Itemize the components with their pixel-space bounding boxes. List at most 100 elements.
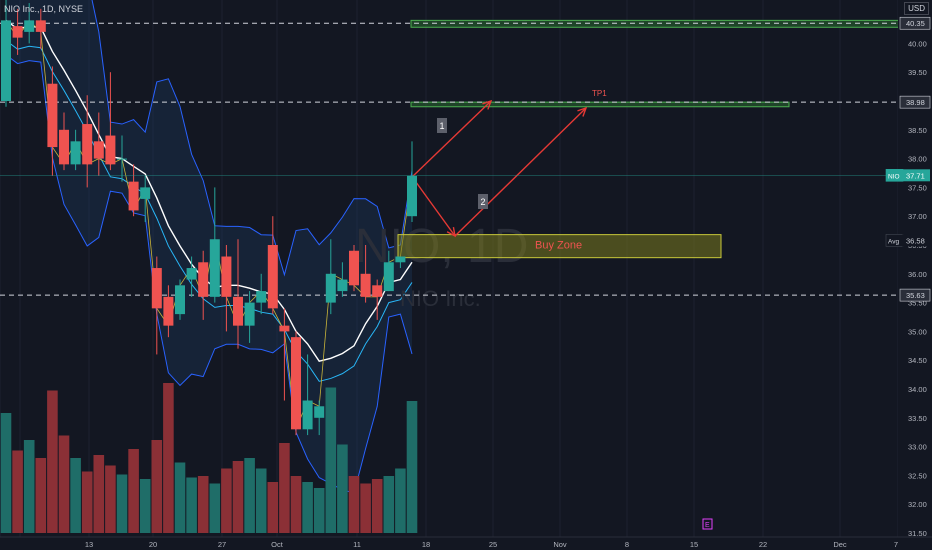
candle-body <box>198 262 209 297</box>
price-tick-label: 32.50 <box>908 471 927 480</box>
time-tick-label: 15 <box>690 540 698 549</box>
candle-body <box>360 273 371 297</box>
volume-bar <box>12 450 23 533</box>
volume-bar <box>232 461 244 533</box>
candle-body <box>163 296 174 326</box>
time-tick-label: 11 <box>353 540 361 549</box>
candle-body <box>105 135 116 165</box>
wave-label-2: 2 <box>481 197 486 207</box>
earnings-marker-label: E <box>705 522 710 529</box>
price-axis-panel <box>898 0 932 550</box>
wave-arrow <box>412 177 456 237</box>
price-tick-label: 33.00 <box>908 443 927 452</box>
volume-bar <box>325 387 337 533</box>
price-tick-label: 38.50 <box>908 126 927 135</box>
earnings-marker-box <box>702 518 713 530</box>
time-tick-label: 22 <box>759 540 767 549</box>
price-tick-label: 38.00 <box>908 155 927 164</box>
zone-tp1 <box>410 101 790 108</box>
candle-body <box>325 273 336 303</box>
currency-button[interactable]: USD <box>904 2 929 15</box>
candle-body <box>383 262 394 292</box>
price-marker-value: 36.58 <box>906 236 925 245</box>
volume-bar <box>58 435 70 533</box>
candle-body <box>244 302 255 326</box>
band-fill <box>6 0 412 493</box>
volume-bar <box>337 444 348 533</box>
price-marker-box <box>902 169 930 182</box>
watermark-name: NIO Inc. <box>400 286 481 311</box>
candle-body <box>209 239 220 297</box>
wave-label-box <box>478 194 488 209</box>
volume-bar <box>360 483 371 533</box>
candle-body <box>1 20 11 101</box>
time-tick-label: 18 <box>422 540 430 549</box>
time-tick-label: 7 <box>894 540 898 549</box>
price-tick-label: 31.50 <box>908 529 927 538</box>
volume-bar <box>70 458 81 533</box>
price-marker-box <box>902 234 930 247</box>
candle-body <box>314 406 325 418</box>
candle-body <box>256 291 267 303</box>
zone-tp-top <box>410 19 931 28</box>
tp1-label: TP1 <box>592 89 607 98</box>
volume-bar <box>23 440 35 533</box>
volume-bar <box>221 468 232 533</box>
volume-bar <box>163 383 174 533</box>
buy-zone-label: Buy Zone <box>535 240 582 252</box>
time-tick-label: 8 <box>625 540 629 549</box>
price-tick-label: 34.50 <box>908 356 927 365</box>
candle-body <box>140 187 151 199</box>
candle-body <box>35 20 46 32</box>
volume-bar <box>93 455 105 533</box>
candle-body <box>82 124 93 165</box>
candle-body <box>349 250 359 286</box>
price-marker-value: 37.71 <box>906 171 925 180</box>
candle-body <box>47 83 58 148</box>
price-tick-label: 32.00 <box>908 500 927 509</box>
candle-body <box>302 400 313 430</box>
zone-buy-zone <box>397 234 722 259</box>
wave-label-box <box>437 118 447 133</box>
volume-bar <box>174 462 186 533</box>
candle-body <box>372 285 383 297</box>
volume-bar <box>139 479 151 533</box>
volume-bar <box>255 468 267 533</box>
volume-bar <box>348 476 360 533</box>
candle-body <box>117 158 127 160</box>
volume-bar <box>244 458 255 533</box>
price-tick-label: 37.50 <box>908 183 927 192</box>
candle-body <box>337 279 348 292</box>
volume-bar <box>47 390 58 533</box>
price-tick-label: 35.50 <box>908 299 927 308</box>
time-tick-label: 13 <box>85 540 93 549</box>
price-marker-name: Avg <box>888 238 899 245</box>
candle-body <box>221 256 232 297</box>
price-tick-label: 36.00 <box>908 270 927 279</box>
time-tick-label: Nov <box>553 540 567 549</box>
moving-average-line <box>5 19 413 362</box>
volume-bar <box>302 482 313 533</box>
volume-bar <box>406 401 418 533</box>
hline-axis-label-box <box>899 16 931 30</box>
candle-body <box>267 245 278 309</box>
price-tick-label: 34.00 <box>908 385 927 394</box>
time-tick-label: Dec <box>833 540 847 549</box>
price-marker-name: NIO <box>888 173 900 180</box>
volume-bar <box>0 413 12 533</box>
volume-bar <box>35 458 47 533</box>
volume-bar <box>186 477 197 533</box>
candle-body <box>93 141 104 159</box>
price-tick-label: 39.50 <box>908 68 927 77</box>
volume-bar <box>197 476 209 533</box>
volume-bar <box>116 474 128 533</box>
candle-body <box>151 268 162 309</box>
candle-body <box>70 141 81 165</box>
volume-bar <box>371 479 383 533</box>
band-upper-line <box>91 0 413 277</box>
hline-axis-label-box <box>899 288 931 302</box>
wave-label-1: 1 <box>440 121 445 131</box>
candle-body <box>12 26 23 38</box>
